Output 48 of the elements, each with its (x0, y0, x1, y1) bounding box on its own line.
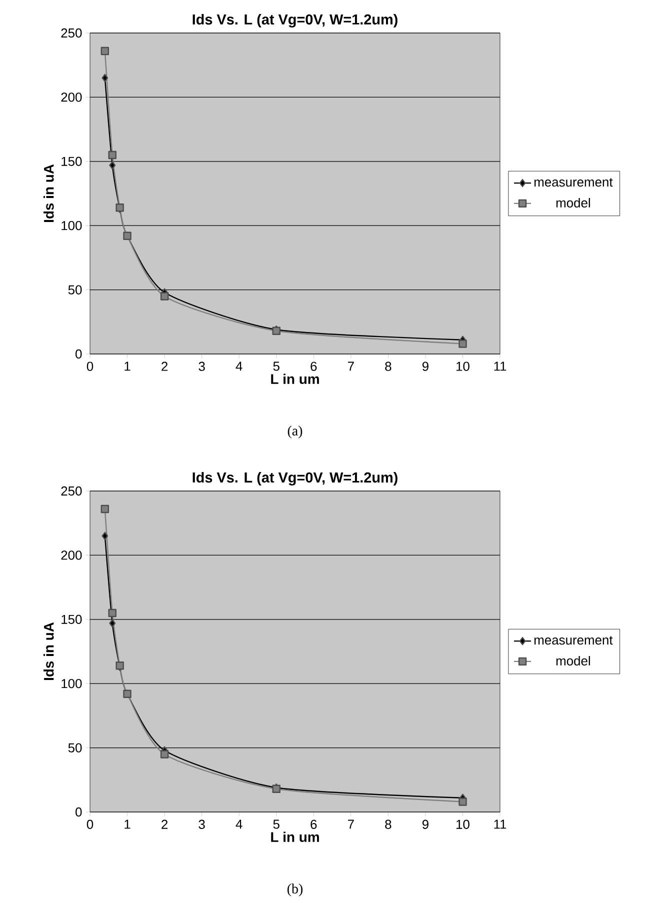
y-axis-title: Ids in uA (44, 164, 54, 222)
x-tick-label: 4 (236, 820, 242, 829)
x-tick-label: 8 (385, 362, 392, 371)
x-tick-label: 9 (422, 820, 428, 829)
legend-label: measurement (534, 178, 613, 187)
x-tick-label: 9 (422, 362, 428, 371)
legend-label: measurement (534, 636, 613, 645)
text: (b) (287, 884, 303, 896)
x-tick-label: 1 (124, 820, 130, 829)
chart-title: Ids Vs. L (at Vg=0V, W=1.2um) (192, 14, 398, 28)
text: (a) (288, 426, 302, 438)
y-tick-label: 200 (61, 550, 82, 560)
x-tick-label: 3 (198, 362, 205, 371)
x-tick-label: 7 (348, 820, 354, 829)
x-tick-label: 2 (162, 362, 168, 371)
y-tick-label: 50 (68, 285, 82, 294)
chart-title: Ids Vs. L (at Vg=0V, W=1.2um) (192, 472, 398, 486)
x-tick-label: 1 (124, 362, 130, 371)
x-tick-label: 0 (86, 820, 94, 829)
y-tick-label: 250 (61, 486, 82, 496)
x-tick-label: 6 (310, 820, 317, 829)
y-tick-label: 150 (62, 614, 82, 624)
x-tick-label: 5 (273, 820, 280, 829)
y-tick-label: 0 (76, 349, 82, 359)
x-tick-label: 11 (494, 820, 506, 829)
x-tick-label: 3 (198, 820, 205, 829)
x-tick-label: 4 (236, 362, 242, 371)
x-tick-label: 5 (273, 362, 280, 371)
y-axis-title: Ids in uA (44, 622, 54, 680)
y-tick-label: 200 (61, 92, 82, 102)
y-tick-label: 0 (76, 807, 82, 817)
y-tick-label: 100 (62, 221, 82, 230)
x-tick-label: 6 (310, 362, 317, 371)
x-tick-label: 11 (494, 362, 506, 371)
legend-label: model (556, 656, 590, 666)
x-axis-title: L in um (271, 832, 319, 842)
x-tick-label: 8 (385, 820, 392, 829)
legend-label: model (556, 198, 590, 208)
x-tick-label: 7 (348, 362, 354, 371)
y-tick-label: 250 (61, 28, 82, 38)
x-axis-title: L in um (271, 374, 319, 384)
y-tick-label: 150 (62, 156, 82, 166)
x-tick-label: 0 (86, 362, 94, 371)
y-tick-label: 100 (62, 679, 82, 688)
x-tick-label: 10 (456, 362, 470, 371)
y-tick-label: 50 (68, 743, 82, 752)
x-tick-label: 2 (162, 820, 168, 829)
x-tick-label: 10 (456, 820, 470, 829)
